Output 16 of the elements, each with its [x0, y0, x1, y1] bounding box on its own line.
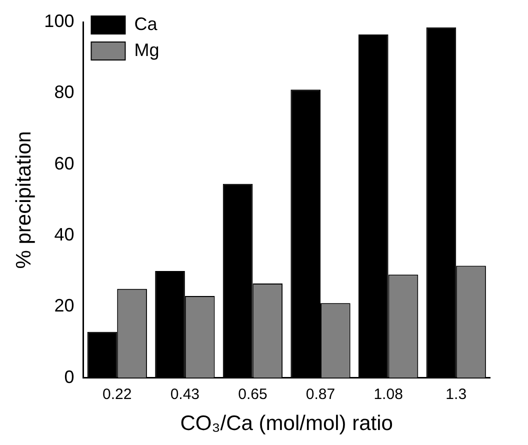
y-tick-label: 100 — [44, 10, 74, 31]
y-tick-label: 80 — [54, 82, 74, 102]
y-tick-label: 60 — [54, 153, 74, 174]
y-tick-label: 0 — [64, 366, 74, 387]
x-tick-label: 0.22 — [102, 386, 132, 403]
legend-label: Ca — [134, 14, 158, 34]
legend-label: Mg — [134, 40, 160, 60]
x-tick-label: 1.3 — [446, 386, 467, 403]
y-tick-label: 40 — [54, 224, 74, 244]
x-axis-title: CO₃/Ca (mol/mol) ratio — [180, 412, 393, 436]
y-axis-title: % precipitation — [12, 131, 36, 269]
x-tick-label: 1.08 — [374, 386, 403, 403]
y-tick-label: 20 — [54, 296, 74, 316]
x-tick-label: 0.87 — [306, 386, 336, 403]
x-tick-label: 0.43 — [170, 386, 200, 403]
x-tick-label: 0.65 — [238, 386, 268, 403]
